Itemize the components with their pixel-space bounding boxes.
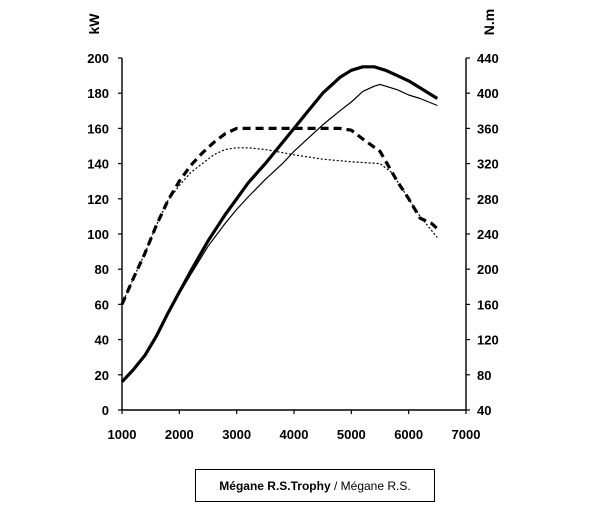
y-tick-label: 180	[87, 86, 109, 101]
x-tick-label: 1000	[108, 427, 137, 442]
y-tick-label: 20	[95, 368, 109, 383]
x-tick-label: 6000	[394, 427, 423, 442]
y2-tick-label: 40	[477, 403, 491, 418]
y2-tick-label: 200	[477, 262, 499, 277]
x-tick-label: 2000	[165, 427, 194, 442]
x-tick-label: 7000	[452, 427, 481, 442]
y2-tick-label: 440	[477, 51, 499, 66]
series-lines	[120, 65, 439, 383]
y2-tick-label: 280	[477, 192, 499, 207]
x-tick-label: 5000	[337, 427, 366, 442]
series-line-3	[120, 126, 439, 306]
tick-labels: 0 20 40 60 80 100 120 140 160 180 200 40 80 120 160 200…	[87, 51, 498, 442]
power-torque-chart: kW N.m 0 20 40 60 80 100 120 140 160 180 200 40 80 12…	[86, 9, 499, 442]
x-tick-label: 4000	[280, 427, 309, 442]
y-tick-label: 0	[102, 403, 109, 418]
y2-tick-label: 120	[477, 333, 499, 348]
legend-trophy-label: Mégane R.S.Trophy	[219, 478, 331, 493]
y-tick-label: 120	[87, 192, 109, 207]
y-tick-label: 140	[87, 157, 109, 172]
y-tick-label: 60	[95, 297, 109, 312]
y2-tick-label: 160	[477, 297, 499, 312]
x-tick-label: 3000	[222, 427, 251, 442]
legend: Mégane R.S.Trophy / Mégane R.S.	[195, 469, 435, 502]
y-tick-label: 100	[87, 227, 109, 242]
y2-tick-label: 320	[477, 157, 499, 172]
y-axis-right-unit: N.m	[481, 9, 497, 35]
y-tick-label: 160	[87, 121, 109, 136]
y-axis-left-unit: kW	[86, 13, 102, 35]
y-tick-label: 40	[95, 333, 109, 348]
y2-tick-label: 360	[477, 121, 499, 136]
y2-tick-label: 240	[477, 227, 499, 242]
series-line-2	[121, 83, 438, 383]
series-line-1	[120, 65, 439, 383]
legend-rs-label: Mégane R.S.	[340, 478, 411, 493]
y-tick-label: 80	[95, 262, 109, 277]
series-line-4	[121, 147, 438, 305]
y2-tick-label: 80	[477, 368, 491, 383]
y2-tick-label: 400	[477, 86, 499, 101]
axes	[118, 57, 470, 414]
legend-separator: /	[330, 478, 341, 493]
y-tick-label: 200	[87, 51, 109, 66]
